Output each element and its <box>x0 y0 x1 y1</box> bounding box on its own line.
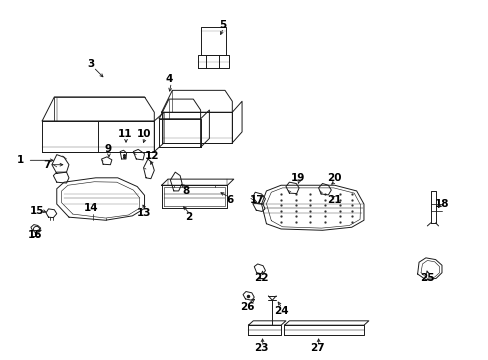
Text: 25: 25 <box>419 273 434 283</box>
Text: 10: 10 <box>137 129 151 139</box>
Text: 23: 23 <box>254 343 268 354</box>
Text: 14: 14 <box>83 203 98 213</box>
Text: 26: 26 <box>239 302 254 312</box>
Text: 24: 24 <box>273 306 288 316</box>
Text: 20: 20 <box>327 173 341 183</box>
Text: 12: 12 <box>144 151 159 161</box>
Text: 5: 5 <box>219 20 226 30</box>
Text: 17: 17 <box>249 195 264 205</box>
Text: 7: 7 <box>43 160 51 170</box>
Text: 18: 18 <box>434 199 448 209</box>
Text: 22: 22 <box>254 273 268 283</box>
Text: 27: 27 <box>310 343 325 354</box>
Text: 13: 13 <box>137 208 151 218</box>
Text: 6: 6 <box>226 195 233 205</box>
Text: 19: 19 <box>290 173 305 183</box>
Text: 4: 4 <box>165 75 172 84</box>
Text: 1: 1 <box>17 155 24 165</box>
Text: 11: 11 <box>118 129 132 139</box>
Text: 8: 8 <box>182 186 189 196</box>
Text: 15: 15 <box>30 206 44 216</box>
Text: 21: 21 <box>327 195 341 205</box>
Text: 9: 9 <box>104 144 111 154</box>
Text: 3: 3 <box>87 59 94 69</box>
Text: 2: 2 <box>184 212 192 222</box>
Text: 16: 16 <box>27 230 42 240</box>
